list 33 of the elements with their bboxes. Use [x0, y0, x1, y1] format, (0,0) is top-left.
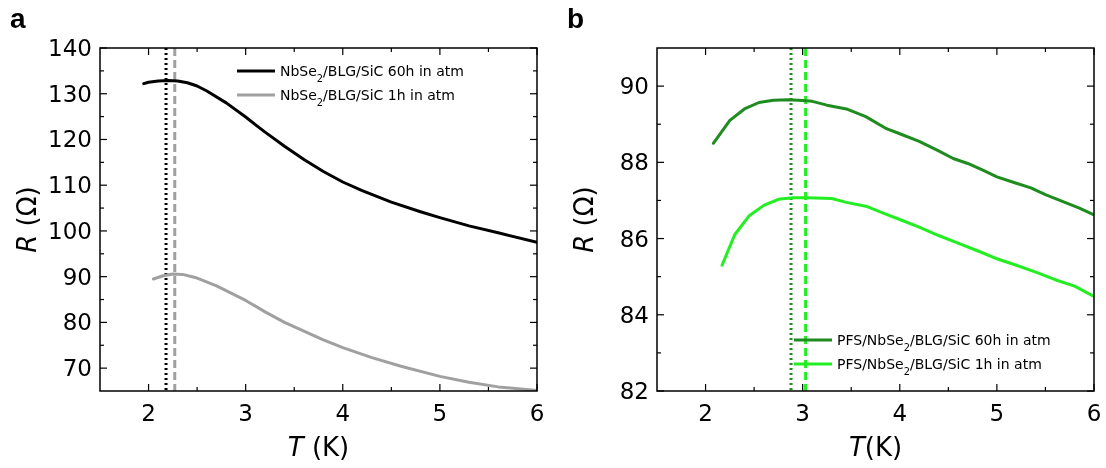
y-tick-label: 86	[619, 225, 649, 252]
x-axis-title: T(K)	[848, 432, 903, 462]
x-tick-label: 2	[698, 400, 713, 426]
x-tick-label: 3	[795, 400, 810, 426]
y-tick-label: 120	[48, 126, 92, 153]
y-tick-label: 110	[48, 172, 92, 199]
y-tick-label: 84	[619, 301, 649, 328]
x-axis-title: T (K)	[287, 432, 350, 462]
x-tick-label: 3	[238, 400, 253, 426]
x-tick-label: 6	[1086, 400, 1102, 426]
chart-title: a	[10, 3, 26, 34]
y-tick-label: 100	[48, 217, 92, 244]
x-tick-label: 5	[432, 400, 448, 426]
legend-label: NbSe$_{2}$/BLG/SiC 1h in atm	[280, 87, 455, 108]
y-tick-label: 82	[619, 378, 649, 404]
y-tick-label: 88	[619, 149, 649, 176]
y-tick-label: 70	[62, 355, 92, 382]
x-tick-label: 6	[529, 400, 545, 426]
y-axis-title: R (Ω)	[569, 186, 599, 253]
x-tick-label: 4	[892, 400, 908, 426]
y-tick-label: 90	[62, 263, 92, 290]
y-axis-title: R (Ω)	[12, 186, 42, 253]
chart-title: b	[567, 3, 585, 34]
legend-label: PFS/NbSe$_{2}$/BLG/SiC 60h in atm	[837, 332, 1051, 353]
x-tick-label: 4	[335, 400, 351, 426]
legend-label: PFS/NbSe$_{2}$/BLG/SiC 1h in atm	[837, 356, 1042, 377]
x-tick-label: 2	[141, 400, 156, 426]
legend-label: NbSe$_{2}$/BLG/SiC 60h in atm	[280, 63, 464, 84]
y-tick-label: 80	[62, 309, 92, 336]
y-tick-label: 140	[48, 35, 92, 61]
y-tick-label: 90	[619, 73, 649, 100]
y-tick-label: 130	[48, 80, 92, 107]
x-tick-label: 5	[989, 400, 1005, 426]
